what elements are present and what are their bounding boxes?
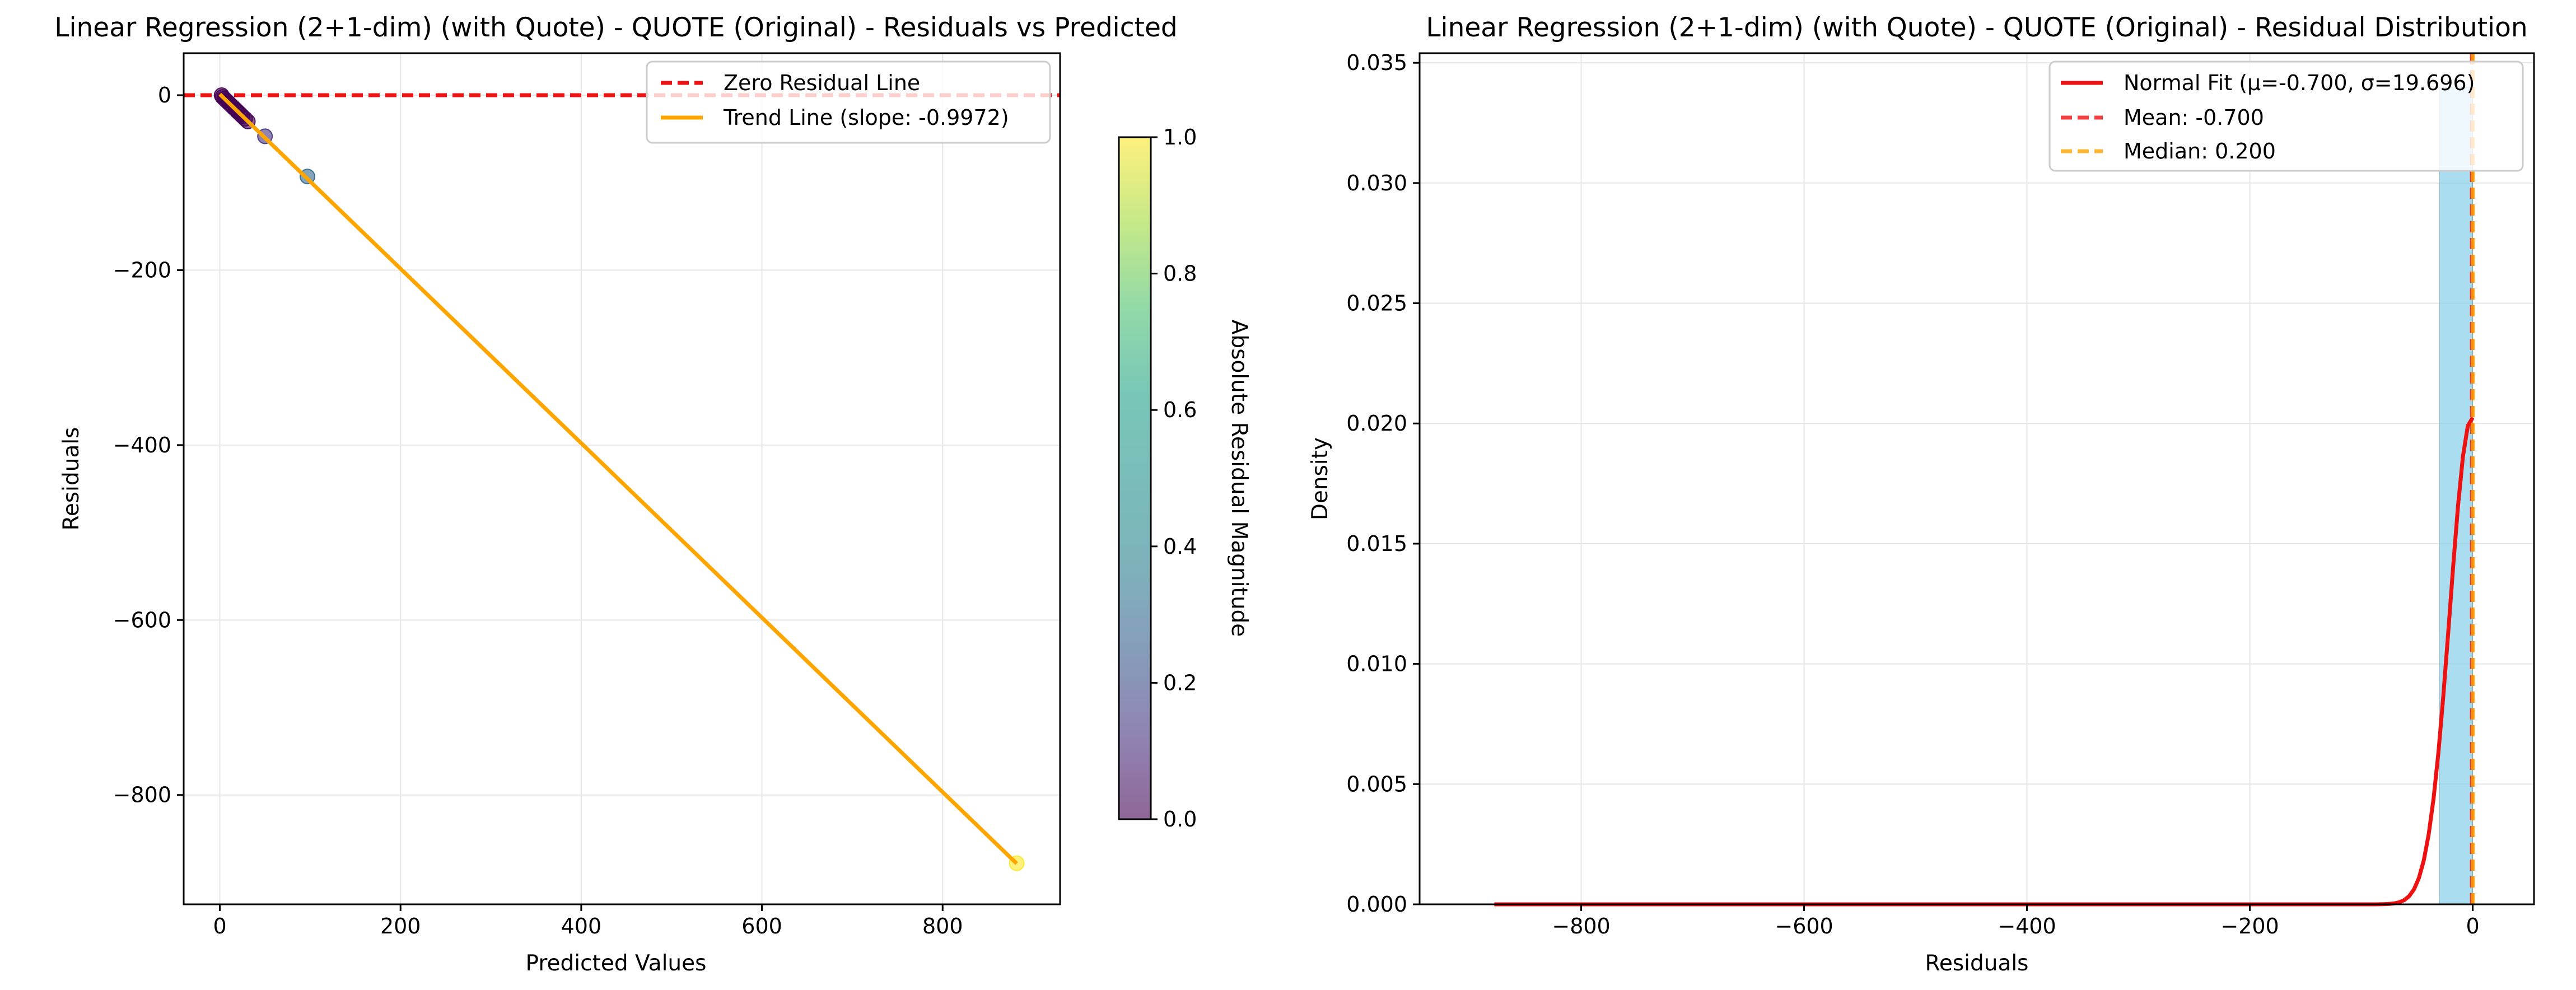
left-legend: Zero Residual Line Trend Line (slope: -0… — [646, 60, 1051, 144]
left-y-axis-label: Residuals — [59, 427, 84, 530]
left-x-tick-label: 0 — [213, 914, 226, 938]
left-chart-title: Linear Regression (2+1-dim) (with Quote)… — [54, 12, 1177, 43]
residuals-vs-predicted-panel: Linear Regression (2+1-dim) (with Quote)… — [54, 12, 1177, 976]
right-chart-title: Linear Regression (2+1-dim) (with Quote)… — [1426, 12, 2527, 43]
legend-label-mean: Mean: -0.700 — [2124, 105, 2264, 130]
legend-label-median: Median: 0.200 — [2124, 139, 2276, 164]
left-y-tick-label: −200 — [113, 258, 171, 282]
colorbar-gradient — [1119, 137, 1151, 819]
normal-fit-curve — [1494, 417, 2475, 907]
left-y-tick-label: −600 — [113, 608, 171, 632]
legend-label-zero-line: Zero Residual Line — [724, 71, 920, 95]
legend-label-normal-fit: Normal Fit (μ=-0.700, σ=19.696) — [2124, 71, 2475, 95]
right-x-ticks: −800 −600 −400 −200 0 — [1552, 904, 2480, 938]
right-x-tick-label: 0 — [2466, 914, 2479, 938]
legend-label-trend-line: Trend Line (slope: -0.9972) — [723, 105, 1009, 130]
left-y-ticks: 0 −200 −400 −600 −800 — [113, 83, 184, 807]
left-x-tick-label: 400 — [561, 914, 602, 938]
left-x-tick-label: 800 — [922, 914, 963, 938]
colorbar-tick-label: 0.2 — [1163, 670, 1197, 695]
histogram-bar — [2439, 86, 2474, 905]
right-y-tick-label: 0.035 — [1346, 50, 1407, 75]
colorbar-tick-label: 1.0 — [1163, 125, 1197, 150]
right-y-tick-label: 0.000 — [1346, 892, 1407, 917]
left-x-ticks: 0 200 400 600 800 — [213, 904, 963, 938]
residual-distribution-panel: Linear Regression (2+1-dim) (with Quote)… — [1308, 12, 2535, 976]
trend-line — [218, 92, 1018, 865]
right-x-tick-label: −600 — [1775, 914, 1833, 938]
left-x-tick-label: 200 — [380, 914, 421, 938]
colorbar-tick-label: 0.4 — [1163, 534, 1197, 559]
left-axes-frame — [183, 52, 1061, 905]
right-legend: Normal Fit (μ=-0.700, σ=19.696) Mean: -0… — [2048, 60, 2524, 172]
right-x-tick-label: −800 — [1552, 914, 1610, 938]
right-y-tick-label: 0.030 — [1346, 171, 1407, 195]
colorbar: 0.0 0.2 0.4 0.6 0.8 1.0 Absolute Residual Mag… — [1118, 125, 1252, 832]
colorbar-ticks: 0.0 0.2 0.4 0.6 0.8 1.0 — [1151, 125, 1197, 832]
right-y-tick-label: 0.010 — [1346, 652, 1407, 676]
colorbar-tick-label: 0.6 — [1163, 398, 1197, 422]
left-legend-box — [646, 60, 1051, 144]
right-legend-box — [2048, 60, 2524, 172]
right-y-axis-label: Density — [1308, 437, 1333, 520]
left-y-tick-label: 0 — [158, 83, 171, 108]
left-x-axis-label: Predicted Values — [526, 951, 707, 976]
colorbar-tick-label: 0.0 — [1163, 807, 1197, 832]
right-x-axis-label: Residuals — [1925, 951, 2028, 976]
right-plot-area — [1494, 53, 2475, 907]
right-y-ticks: 0.000 0.005 0.010 0.015 0.020 0.025 0.030 0.035 — [1346, 50, 1420, 917]
left-y-tick-label: −800 — [113, 783, 171, 807]
right-y-tick-label: 0.025 — [1346, 291, 1407, 316]
right-y-tick-label: 0.020 — [1346, 411, 1407, 436]
right-x-tick-label: −200 — [2220, 914, 2279, 938]
colorbar-label: Absolute Residual Magnitude — [1226, 320, 1252, 637]
left-plot-area — [184, 87, 1060, 871]
right-x-tick-label: −400 — [1998, 914, 2056, 938]
left-y-tick-label: −400 — [113, 433, 171, 457]
right-gridlines — [1420, 53, 2534, 905]
left-x-tick-label: 600 — [741, 914, 782, 938]
right-y-tick-label: 0.005 — [1346, 772, 1407, 796]
right-axes-frame — [1418, 52, 2535, 905]
colorbar-tick-label: 0.8 — [1163, 261, 1197, 286]
colorbar-frame — [1118, 136, 1152, 820]
right-y-tick-label: 0.015 — [1346, 531, 1407, 556]
